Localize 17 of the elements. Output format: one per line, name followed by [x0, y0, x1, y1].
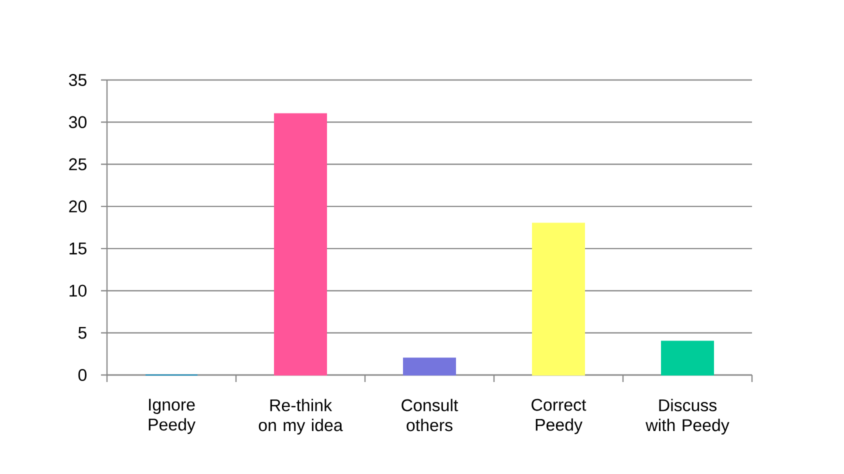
y-tick-label: 30 — [68, 116, 86, 128]
bar — [403, 358, 456, 376]
y-tick-label: 25 — [69, 158, 86, 170]
y-tick-label: 5 — [78, 326, 86, 339]
bar — [661, 340, 714, 376]
x-tick-label: Consult others — [402, 398, 458, 432]
y-tick-label: 15 — [70, 242, 86, 254]
x-tick-label: Correct Peedy — [532, 398, 586, 434]
y-tick-label: 10 — [70, 284, 86, 297]
x-tick-label: Ignore Peedy — [148, 398, 196, 434]
bar — [274, 113, 328, 376]
y-tick-label: 35 — [68, 74, 86, 86]
x-tick-label: Discuss with Peedy — [646, 398, 730, 435]
y-tick-label: 0 — [78, 369, 86, 381]
x-tick-label: Re-think on my idea — [258, 398, 343, 435]
y-tick-label: 20 — [69, 200, 86, 212]
bar — [532, 222, 586, 376]
